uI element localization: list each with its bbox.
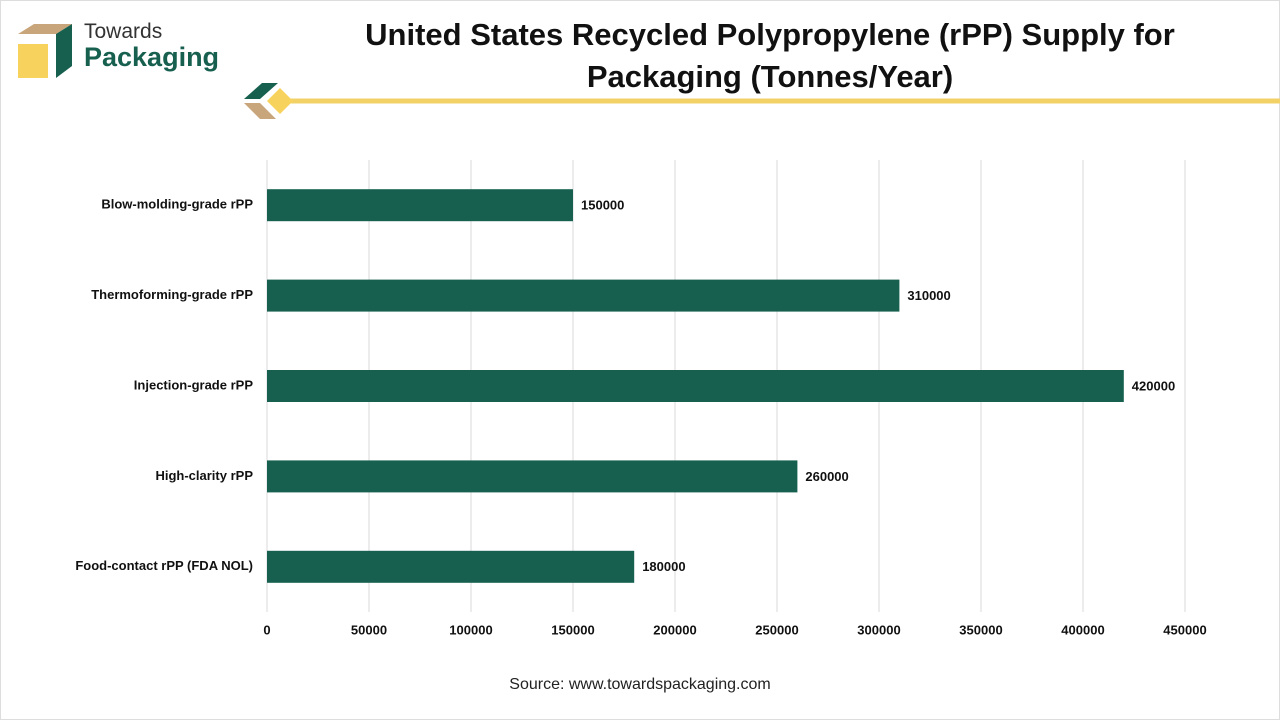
logo-box-side: [56, 24, 72, 78]
source: Source: www.towardspackaging.com: [509, 676, 771, 693]
x-tick-label: 50000: [351, 622, 387, 637]
data-label: 150000: [581, 198, 624, 213]
x-tick-label: 300000: [857, 622, 900, 637]
bar: [267, 189, 573, 222]
logo-text: Towards: [84, 20, 163, 43]
logo-box-front: [18, 44, 48, 78]
data-label: 260000: [805, 469, 848, 484]
bar: [267, 550, 635, 583]
y-tick-label: Food-contact rPP (FDA NOL): [75, 558, 253, 573]
chart-title: United States Recycled Polypropylene (rP…: [365, 17, 1175, 94]
y-tick-label: Injection-grade rPP: [134, 377, 254, 392]
logo-text: Packaging: [84, 42, 220, 72]
x-tick-label: 400000: [1061, 622, 1104, 637]
x-tick-label: 200000: [653, 622, 696, 637]
y-tick-label: High-clarity rPP: [155, 468, 253, 483]
logo-box-top: [18, 24, 72, 34]
x-tick-label: 0: [263, 622, 270, 637]
divider-icon: [267, 88, 293, 114]
data-label: 420000: [1132, 378, 1175, 393]
x-tick-label: 250000: [755, 622, 798, 637]
x-tick-label: 350000: [959, 622, 1002, 637]
x-tick-label: 150000: [551, 622, 594, 637]
x-tick-label: 450000: [1163, 622, 1206, 637]
y-tick-label: Thermoforming-grade rPP: [91, 287, 253, 302]
divider-icon: [244, 83, 278, 99]
bar: [267, 279, 900, 312]
bar: [267, 460, 798, 493]
data-label: 180000: [642, 559, 685, 574]
x-tick-label: 100000: [449, 622, 492, 637]
y-tick-label: Blow-molding-grade rPP: [101, 197, 253, 212]
divider-icon: [244, 103, 276, 119]
data-label: 310000: [907, 288, 950, 303]
bar: [267, 370, 1124, 402]
